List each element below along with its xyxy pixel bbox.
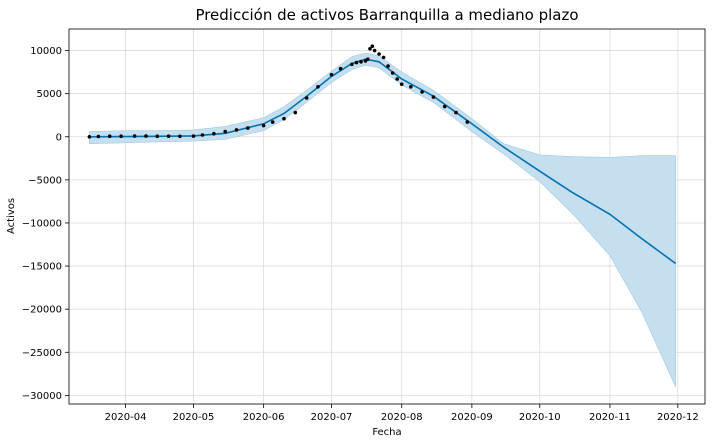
observed-point xyxy=(399,82,404,86)
observed-point xyxy=(107,134,112,138)
x-axis-label: Fecha xyxy=(372,427,401,438)
observed-point xyxy=(293,110,298,115)
x-tick-label: 2020-10 xyxy=(519,412,561,423)
observed-point xyxy=(431,95,436,99)
observed-point xyxy=(465,120,470,124)
observed-point xyxy=(178,134,182,139)
observed-point xyxy=(234,128,239,132)
x-tick-label: 2020-11 xyxy=(589,412,631,423)
observed-point xyxy=(316,85,320,89)
observed-point xyxy=(370,44,375,48)
observed-point xyxy=(87,135,92,139)
y-axis-label: Activos xyxy=(6,198,17,234)
x-tick-label: 2020-06 xyxy=(243,412,285,423)
observed-point xyxy=(454,110,458,115)
y-tick-label: −10000 xyxy=(22,218,62,229)
observed-point xyxy=(359,60,363,64)
observed-point xyxy=(144,134,148,138)
y-tick-label: 0 xyxy=(56,132,62,143)
observed-point xyxy=(304,96,309,100)
x-tick-label: 2020-04 xyxy=(105,412,147,423)
observed-point xyxy=(270,120,275,124)
observed-point xyxy=(395,77,400,81)
y-axis-ticks: 10000 5000 0 −5000 −10000 −15000 −20000 −25000 −… xyxy=(22,46,69,402)
y-tick-label: −15000 xyxy=(22,262,62,273)
observed-point xyxy=(212,131,216,136)
observed-point xyxy=(372,48,377,53)
observed-point xyxy=(246,126,250,130)
observed-point xyxy=(409,85,413,89)
observed-point xyxy=(350,62,354,67)
observed-point xyxy=(381,55,386,60)
y-tick-label: −5000 xyxy=(28,175,62,186)
observed-point xyxy=(223,129,227,134)
observed-point xyxy=(119,134,123,138)
x-tick-label: 2020-08 xyxy=(381,412,423,423)
y-tick-label: −25000 xyxy=(22,348,62,359)
observed-point xyxy=(191,134,196,138)
confidence-band xyxy=(89,52,676,387)
observed-point xyxy=(261,123,266,128)
observed-point xyxy=(282,116,286,121)
y-tick-label: −30000 xyxy=(22,391,62,402)
x-tick-label: 2020-05 xyxy=(173,412,215,423)
observed-point xyxy=(96,134,101,139)
y-tick-label: 5000 xyxy=(37,89,62,100)
chart-title: Predicción de activos Barranquilla a med… xyxy=(195,6,578,24)
observed-point xyxy=(390,71,395,75)
y-tick-label: −20000 xyxy=(22,305,62,316)
observed-point xyxy=(132,134,137,138)
observed-point xyxy=(386,64,390,68)
observed-point xyxy=(442,104,447,109)
observed-point xyxy=(155,134,160,138)
confidence-band-layer xyxy=(89,52,676,387)
observed-point xyxy=(200,133,205,137)
observed-point xyxy=(338,66,343,71)
x-tick-label: 2020-09 xyxy=(451,412,493,423)
x-tick-label: 2020-12 xyxy=(657,412,699,423)
observed-point xyxy=(368,47,372,51)
x-tick-label: 2020-07 xyxy=(311,412,353,423)
observed-points-layer xyxy=(87,44,470,139)
x-axis-ticks: 2020-04 2020-05 2020-06 2020-07 2020-08 2020-… xyxy=(105,404,699,423)
observed-point xyxy=(366,57,370,61)
observed-point xyxy=(377,52,381,56)
observed-point xyxy=(354,60,359,65)
plot-frame xyxy=(68,28,706,405)
observed-point xyxy=(420,90,424,94)
observed-point xyxy=(329,72,334,77)
y-tick-label: 10000 xyxy=(30,46,62,57)
observed-point xyxy=(166,134,171,138)
